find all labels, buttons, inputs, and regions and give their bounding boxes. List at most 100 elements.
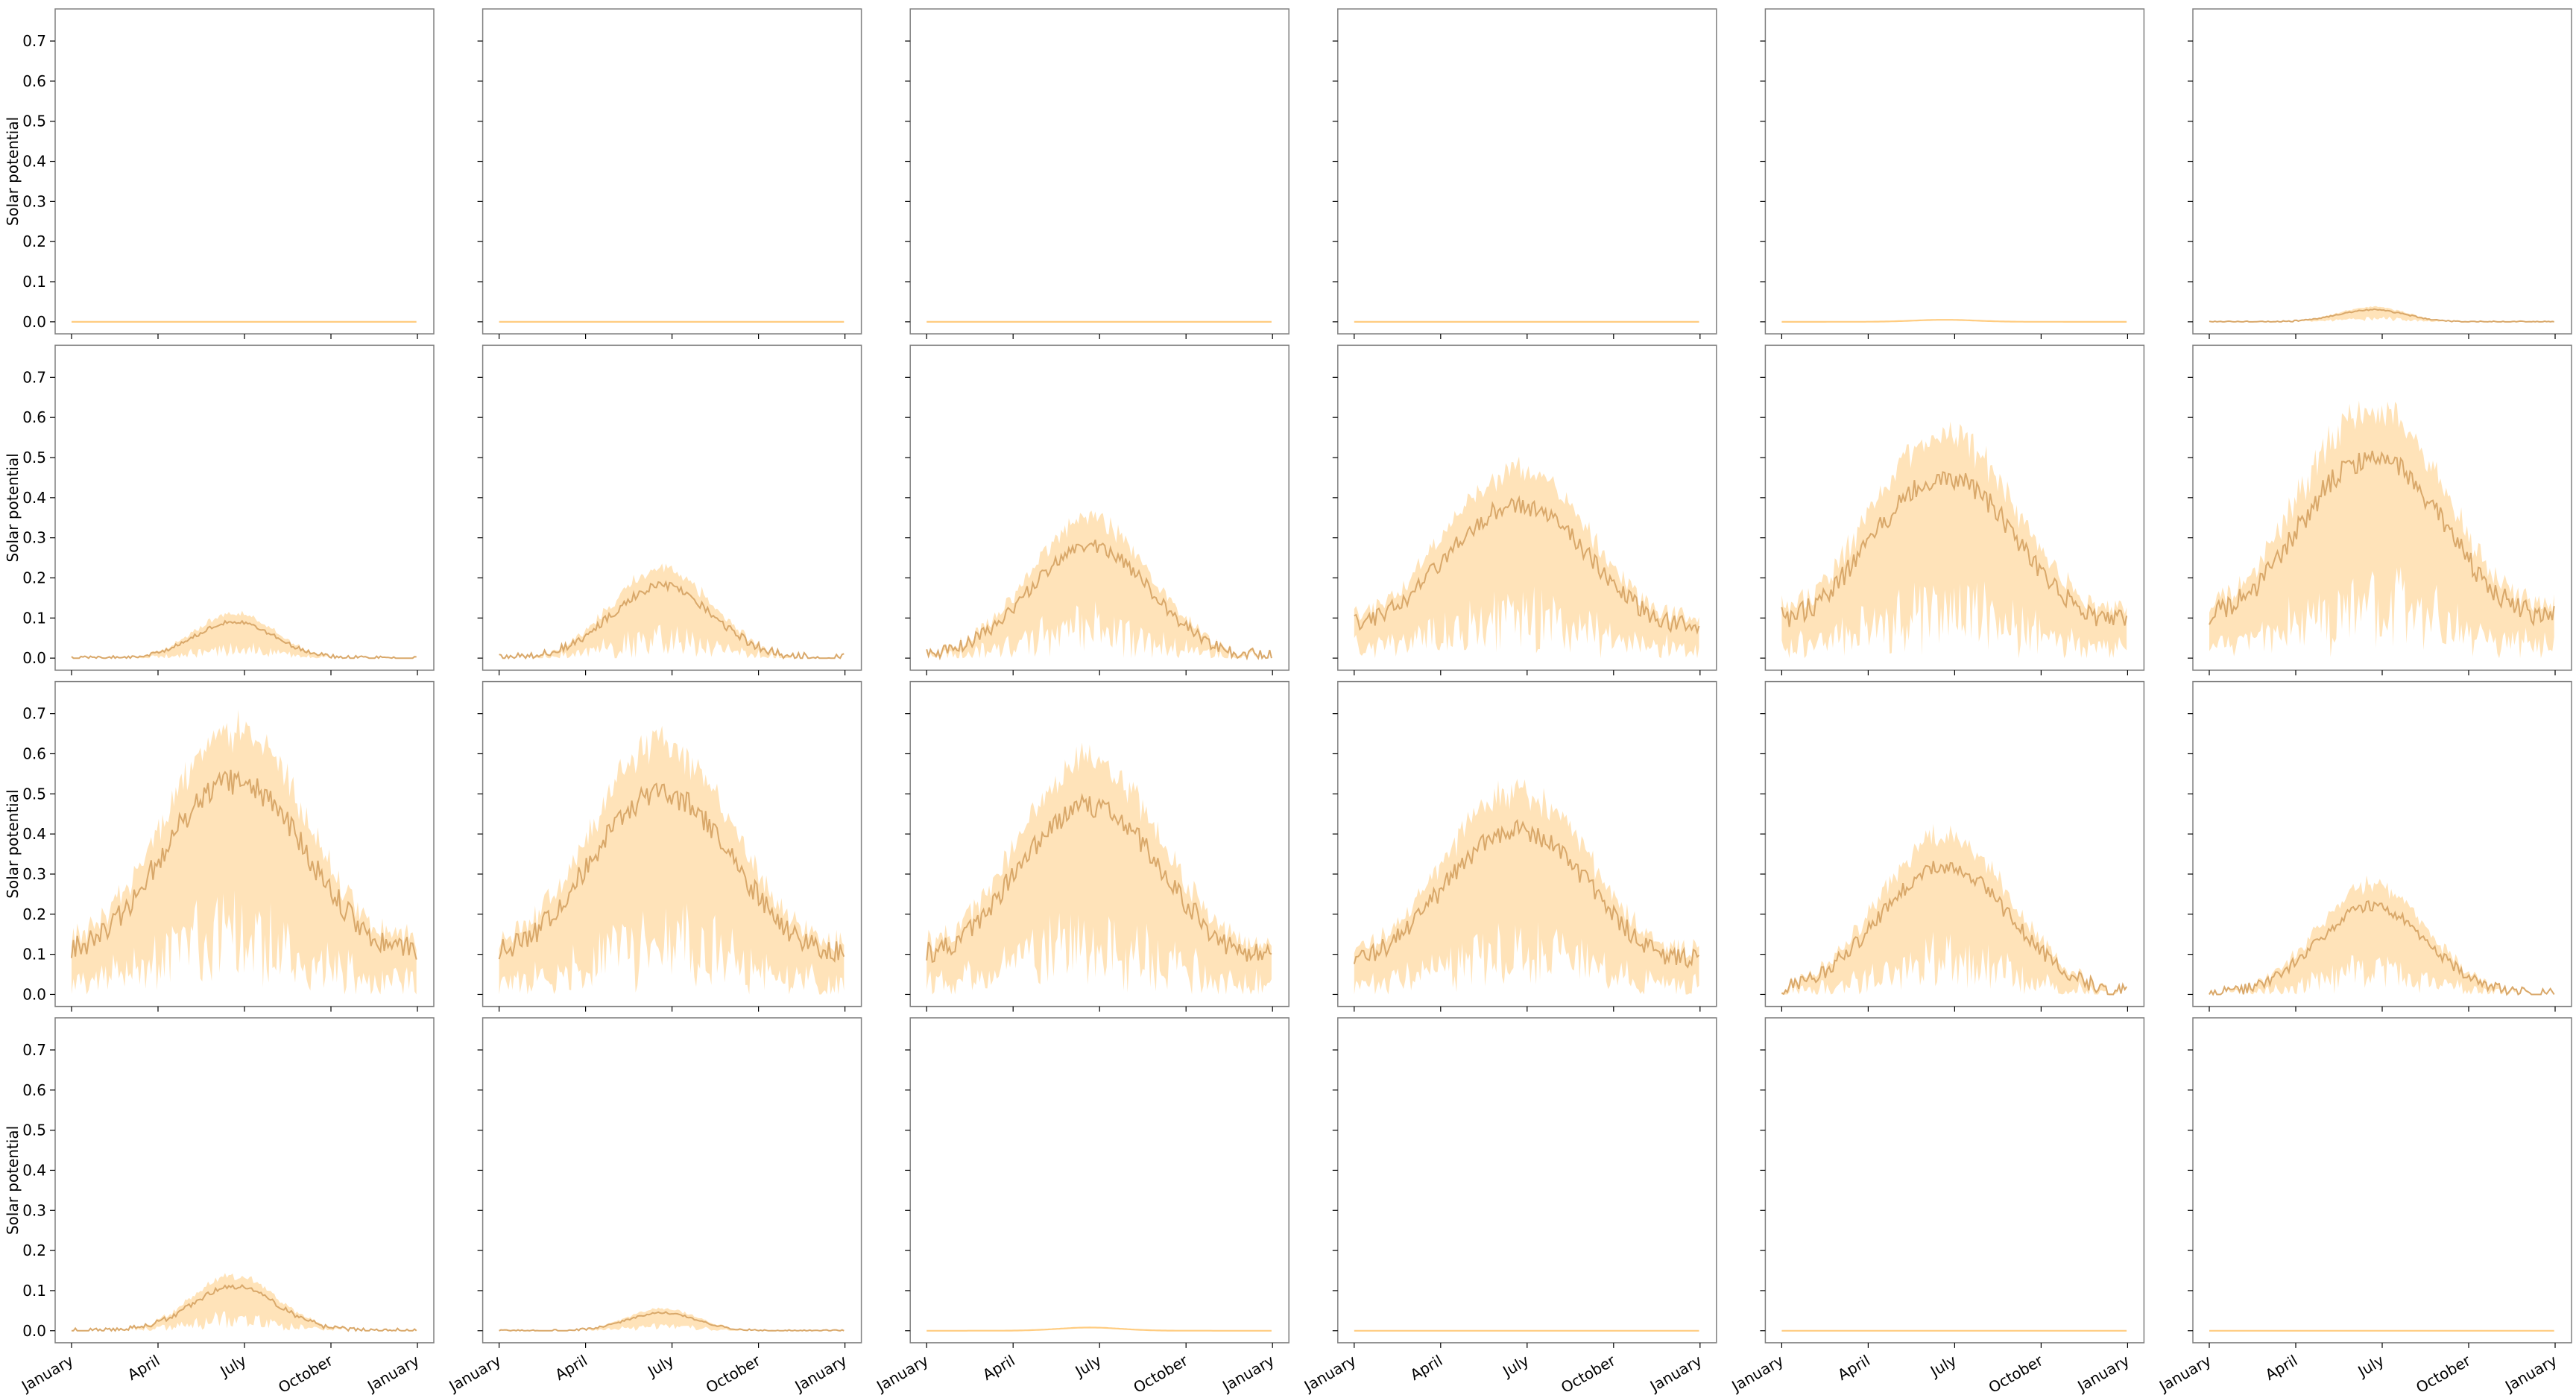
y-tick-label: 0.4 [22, 825, 46, 843]
x-tick-label: January [1727, 1351, 1787, 1395]
y-tick-label: 0.5 [22, 785, 46, 803]
x-tick-label: January [2073, 1351, 2133, 1395]
mean-line [499, 580, 845, 660]
y-tick-label: 0.2 [22, 569, 46, 586]
x-tick-label: April [124, 1351, 163, 1384]
subplot-3 [905, 8, 1289, 339]
mean-line [926, 540, 1272, 661]
subplot-6 [2188, 8, 2572, 339]
uncertainty-band [926, 510, 1272, 659]
y-tick-label: 0.4 [22, 153, 46, 171]
x-tick-label: January [17, 1351, 77, 1395]
y-tick-label: 0.5 [22, 449, 46, 466]
y-tick-label: 0.2 [22, 905, 46, 923]
mean-line [2209, 900, 2555, 996]
mean-line [1353, 818, 1700, 969]
x-tick-label: July [216, 1351, 250, 1381]
mean-line [1781, 861, 2127, 996]
y-tick-label: 0.3 [22, 865, 46, 883]
x-tick-label: October [275, 1351, 336, 1395]
x-tick-label: January [445, 1351, 505, 1395]
x-tick-label: January [1218, 1351, 1278, 1395]
x-tick-label: January [2501, 1351, 2560, 1395]
x-tick-label: October [2413, 1351, 2474, 1395]
subplot-8 [477, 344, 862, 676]
y-tick-label: 0.0 [22, 1322, 46, 1340]
y-tick-label: 0.7 [22, 32, 46, 50]
uncertainty-band [499, 1307, 845, 1331]
x-tick-label: October [1130, 1351, 1191, 1395]
uncertainty-band [1781, 421, 2127, 659]
axes-frame [1337, 8, 1717, 335]
x-tick-label: July [643, 1351, 677, 1381]
axes-frame [482, 1017, 862, 1344]
y-tick-label: 0.6 [22, 408, 46, 426]
x-tick-label: July [2354, 1351, 2387, 1381]
y-tick-label: 0.2 [22, 1241, 46, 1259]
mean-line [499, 1311, 845, 1332]
subplot-14 [477, 680, 862, 1012]
mean-line [72, 1283, 417, 1332]
x-tick-label: April [2262, 1351, 2301, 1384]
subplot-7: 0.0 0.1 0.2 0.3 0.4 0.5 0.6 0.7 Solar potential [4, 344, 435, 676]
mean-line [71, 769, 417, 960]
subplot-23: January April July October January [1727, 1017, 2145, 1395]
x-tick-label: January [1646, 1351, 1705, 1395]
uncertainty-band [2209, 875, 2554, 995]
subplot-22: January April July October January [1300, 1017, 1717, 1395]
uncertainty-band [72, 709, 417, 995]
y-tick-label: 0.4 [22, 489, 46, 507]
subplot-19: 0.0 0.1 0.2 0.3 0.4 0.5 0.6 0.7 Solar potential J… [4, 1017, 435, 1395]
x-tick-label: January [791, 1351, 850, 1395]
uncertainty-band [1354, 779, 1699, 995]
axes-frame [1764, 8, 2145, 335]
y-tick-label: 0.5 [22, 113, 46, 130]
uncertainty-band [926, 742, 1272, 995]
x-tick-label: October [703, 1351, 764, 1395]
axes-frame [909, 8, 1289, 335]
y-axis-label: Solar potential [4, 117, 22, 226]
x-tick-label: January [872, 1351, 932, 1395]
mean-line [1781, 319, 2127, 323]
y-tick-label: 0.4 [22, 1161, 46, 1179]
y-tick-label: 0.3 [22, 1201, 46, 1219]
axes-frame [482, 8, 862, 335]
subplot-4 [1332, 8, 1717, 339]
x-tick-label: April [1407, 1351, 1446, 1384]
axes-frame [909, 344, 1289, 671]
y-tick-label: 0.1 [22, 609, 46, 627]
y-axis-label: Solar potential [4, 1126, 22, 1235]
uncertainty-band [499, 725, 845, 995]
x-tick-label: July [1926, 1351, 1960, 1381]
subplot-12 [2188, 344, 2572, 676]
uncertainty-band [499, 563, 845, 659]
y-tick-label: 0.7 [22, 1041, 46, 1059]
subplot-18 [2188, 680, 2572, 1012]
mean-line [926, 1326, 1272, 1332]
x-tick-label: July [1071, 1351, 1105, 1381]
y-tick-label: 0.0 [22, 313, 46, 331]
subplot-16 [1332, 680, 1717, 1012]
y-tick-label: 0.6 [22, 72, 46, 90]
x-tick-label: October [1558, 1351, 1619, 1395]
mean-line [498, 782, 845, 964]
y-tick-label: 0.6 [22, 744, 46, 762]
y-tick-label: 0.3 [22, 192, 46, 210]
axes-frame [54, 8, 435, 335]
y-tick-label: 0.0 [22, 649, 46, 667]
subplot-17 [1760, 680, 2145, 1012]
y-tick-label: 0.3 [22, 529, 46, 547]
x-tick-label: July [1498, 1351, 1532, 1381]
y-tick-label: 0.7 [22, 705, 46, 723]
uncertainty-band [2209, 400, 2554, 659]
x-tick-label: October [1986, 1351, 2047, 1395]
subplot-21: January April July October January [872, 1017, 1289, 1395]
y-tick-label: 0.1 [22, 1282, 46, 1300]
uncertainty-band [1354, 456, 1699, 659]
y-tick-label: 0.6 [22, 1081, 46, 1099]
axes-frame [2192, 8, 2572, 335]
x-tick-label: April [979, 1351, 1018, 1384]
x-tick-label: January [363, 1351, 423, 1395]
x-tick-label: April [1834, 1351, 1873, 1384]
